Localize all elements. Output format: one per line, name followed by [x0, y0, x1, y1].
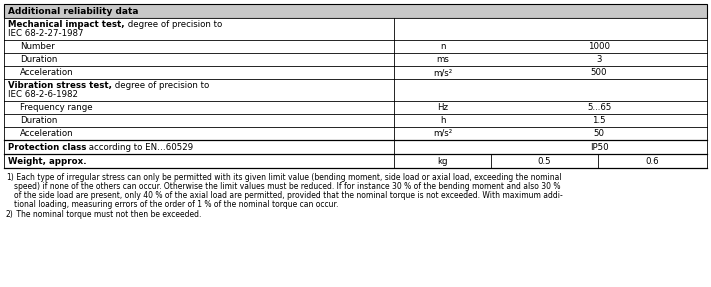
Text: The nominal torque must not then be exceeded.: The nominal torque must not then be exce…	[14, 210, 201, 219]
Bar	[4, 127, 707, 140]
Text: Number: Number	[20, 42, 55, 51]
Text: n: n	[440, 42, 445, 51]
Bar	[4, 4, 707, 18]
Bar	[4, 18, 707, 40]
Text: Mechanical impact test,: Mechanical impact test,	[8, 20, 124, 29]
Text: speed) if none of the others can occur. Otherwise the limit values must be reduc: speed) if none of the others can occur. …	[14, 182, 560, 191]
Text: 5...65: 5...65	[587, 103, 611, 112]
Text: IEC 68-2-27-1987: IEC 68-2-27-1987	[8, 29, 83, 38]
Text: kg: kg	[437, 156, 448, 166]
Text: 0.5: 0.5	[538, 156, 552, 166]
Text: h: h	[440, 116, 445, 125]
Text: 1.5: 1.5	[592, 116, 606, 125]
Text: Hz: Hz	[437, 103, 448, 112]
Bar	[4, 53, 707, 66]
Text: Duration: Duration	[20, 55, 58, 64]
Text: Acceleration: Acceleration	[20, 129, 74, 138]
Text: Vibration stress test,: Vibration stress test,	[8, 81, 112, 90]
Text: tional loading, measuring errors of the order of 1 % of the nominal torque can o: tional loading, measuring errors of the …	[14, 200, 338, 209]
Bar	[4, 40, 707, 53]
Bar	[4, 114, 707, 127]
Text: Additional reliability data: Additional reliability data	[8, 7, 139, 15]
Text: according to EN…60529: according to EN…60529	[86, 143, 193, 152]
Text: Acceleration: Acceleration	[20, 68, 74, 77]
Bar	[4, 101, 707, 114]
Text: 3: 3	[597, 55, 602, 64]
Text: 1000: 1000	[588, 42, 610, 51]
Text: m/s²: m/s²	[433, 68, 452, 77]
Text: 500: 500	[591, 68, 607, 77]
Text: degree of precision to: degree of precision to	[124, 20, 222, 29]
Text: IEC 68-2-6-1982: IEC 68-2-6-1982	[8, 90, 78, 99]
Text: Duration: Duration	[20, 116, 58, 125]
Text: Frequency range: Frequency range	[20, 103, 92, 112]
Text: 2): 2)	[6, 210, 14, 219]
Text: m/s²: m/s²	[433, 129, 452, 138]
Text: degree of precision to: degree of precision to	[112, 81, 209, 90]
Text: 1): 1)	[6, 173, 14, 182]
Text: Protection class: Protection class	[8, 143, 86, 152]
Text: of the side load are present, only 40 % of the axial load are permitted, provide: of the side load are present, only 40 % …	[14, 191, 562, 200]
Bar	[4, 79, 707, 101]
Text: IP50: IP50	[590, 143, 609, 152]
Text: ms: ms	[437, 55, 449, 64]
Bar	[4, 140, 707, 154]
Text: 50: 50	[594, 129, 604, 138]
Text: Each type of irregular stress can only be permitted with its given limit value (: Each type of irregular stress can only b…	[14, 173, 562, 182]
Bar	[4, 154, 707, 168]
Text: 0.6: 0.6	[646, 156, 659, 166]
Text: Weight, approx.: Weight, approx.	[8, 156, 87, 166]
Bar	[4, 66, 707, 79]
